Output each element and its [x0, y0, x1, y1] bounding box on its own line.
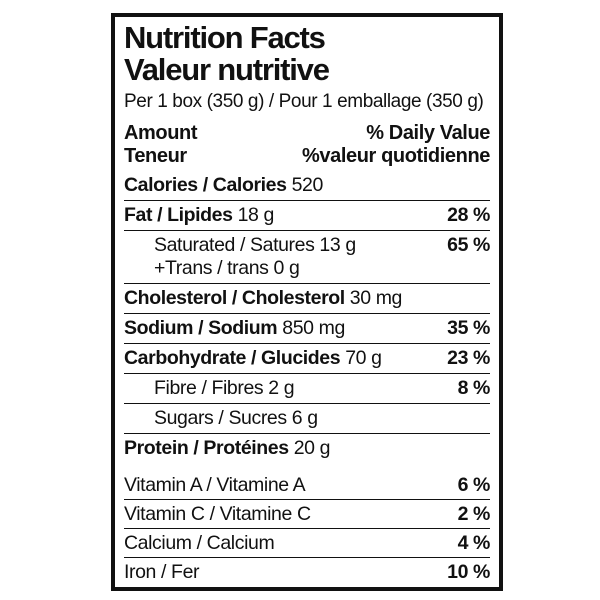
- trans-fat-line: +Trans / trans 0 g: [154, 257, 300, 279]
- nutrient-name: Carbohydrate / Glucides: [124, 347, 341, 369]
- label-title-english: Nutrition Facts: [124, 20, 326, 55]
- nutrition-facts-label: Nutrition Facts Valeur nutritive Per 1 b…: [111, 13, 503, 591]
- serving-size-line: Per 1 box (350 g) / Pour 1 emballage (35…: [124, 91, 484, 112]
- nutrient-amount: 6 g: [291, 407, 318, 429]
- daily-value: 28 %: [447, 204, 490, 226]
- nutrient-name: Fat / Lipides: [124, 204, 233, 226]
- protein-row: Protein / Protéines 20 g: [124, 433, 490, 463]
- carbohydrate-row: Carbohydrate / Glucides 70 g 23 %: [124, 343, 490, 373]
- nutrient-name: Sodium / Sodium: [124, 317, 278, 339]
- nutrient-amount: 70 g: [345, 347, 382, 369]
- daily-value-header-fr: %valeur quotidienne: [302, 145, 490, 167]
- amount-header-fr: Teneur: [124, 145, 187, 167]
- nutrient-amount: 520: [291, 174, 324, 196]
- column-header-row-english: Amount % Daily Value: [124, 122, 490, 145]
- column-header-row-french: Teneur %valeur quotidienne: [124, 145, 490, 168]
- daily-value-header-en: % Daily Value: [366, 122, 490, 144]
- daily-value: 8 %: [457, 377, 491, 399]
- saturated-trans-row: Saturated / Satures 13 g +Trans / trans 0…: [124, 230, 490, 283]
- fat-row: Fat / Lipides 18 g 28 %: [124, 200, 490, 230]
- nutrient-name: Sugars / Sucres: [154, 407, 287, 429]
- iron-row: Iron / Fer 10 %: [124, 557, 490, 586]
- nutrient-amount: 13 g: [319, 234, 356, 256]
- nutrient-name: Cholesterol / Cholesterol: [124, 287, 345, 309]
- fibre-row: Fibre / Fibres 2 g 8 %: [124, 373, 490, 403]
- nutrient-name: Iron / Fer: [124, 561, 200, 583]
- nutrient-amount: 2 g: [268, 377, 295, 399]
- calcium-row: Calcium / Calcium 4 %: [124, 528, 490, 557]
- vitamin-a-row: Vitamin A / Vitamine A 6 %: [124, 471, 490, 499]
- daily-value: 35 %: [447, 317, 490, 339]
- sugars-row: Sugars / Sucres 6 g: [124, 403, 490, 433]
- daily-value: 2 %: [457, 503, 491, 525]
- nutrient-name: Calcium / Calcium: [124, 532, 275, 554]
- sodium-row: Sodium / Sodium 850 mg 35 %: [124, 313, 490, 343]
- calories-row: Calories / Calories 520: [124, 171, 490, 200]
- daily-value: 65 %: [447, 234, 490, 256]
- nutrient-name: Calories / Calories: [124, 174, 287, 196]
- nutrient-name: Vitamin C / Vitamine C: [124, 503, 311, 525]
- daily-value: 23 %: [447, 347, 490, 369]
- vitamin-c-row: Vitamin C / Vitamine C 2 %: [124, 499, 490, 528]
- nutrient-amount: 20 g: [293, 437, 331, 459]
- daily-value: 6 %: [457, 474, 491, 496]
- nutrient-name: Protein / Protéines: [124, 437, 289, 459]
- nutrient-amount: 30 mg: [349, 287, 403, 309]
- nutrient-name: Saturated / Satures: [154, 234, 315, 256]
- nutrient-name: Fibre / Fibres: [154, 377, 264, 399]
- amount-header-en: Amount: [124, 122, 198, 144]
- nutrient-amount: 18 g: [237, 204, 275, 226]
- daily-value: 10 %: [447, 561, 490, 583]
- daily-value: 4 %: [457, 532, 491, 554]
- cholesterol-row: Cholesterol / Cholesterol 30 mg: [124, 283, 490, 313]
- nutrient-name: Vitamin A / Vitamine A: [124, 474, 306, 496]
- nutrient-amount: 850 mg: [282, 317, 345, 339]
- label-title-french: Valeur nutritive: [124, 52, 330, 87]
